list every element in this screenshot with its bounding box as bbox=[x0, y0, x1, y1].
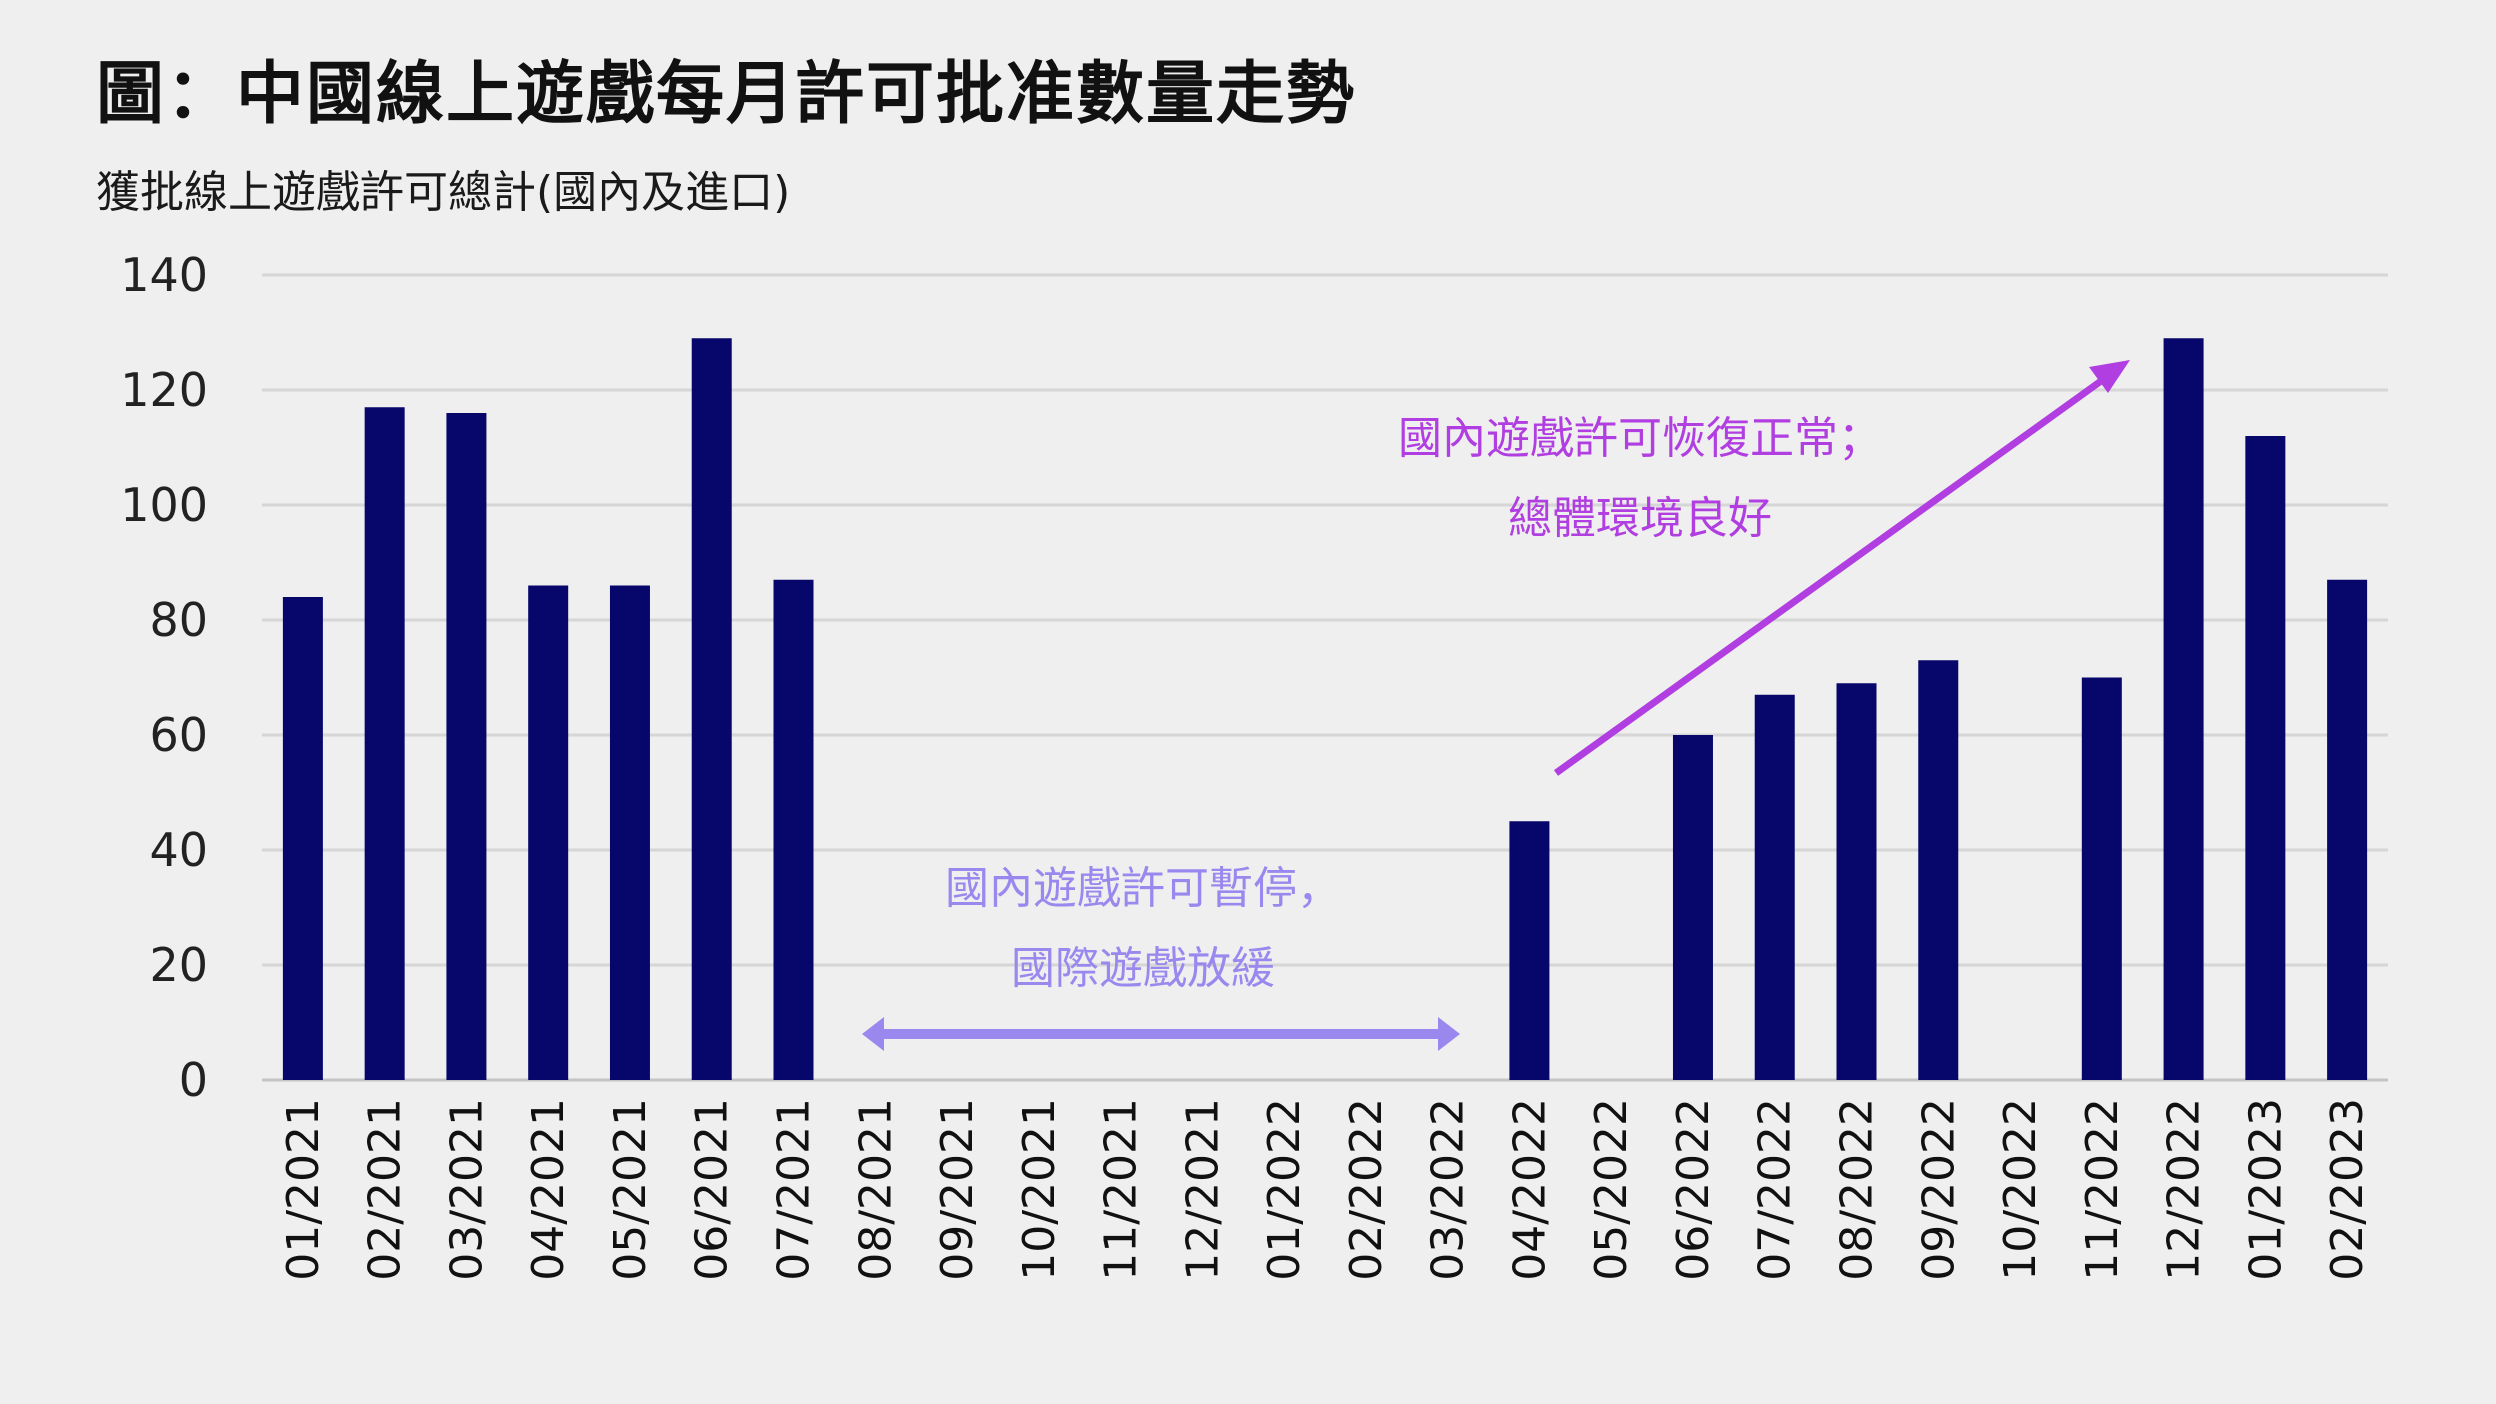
x-tick-label: 03/2022 bbox=[1423, 1098, 1474, 1281]
annotation-recovery-line-1: 國內遊戲許可恢復正常； bbox=[1398, 413, 1882, 464]
bar-04/2021 bbox=[528, 585, 569, 1080]
y-tick-label: 60 bbox=[149, 708, 208, 762]
bar-07/2021 bbox=[773, 579, 814, 1080]
x-tick-label: 05/2022 bbox=[1586, 1098, 1637, 1281]
bar-11/2022 bbox=[2081, 677, 2122, 1080]
x-tick-label: 11/2021 bbox=[1096, 1098, 1147, 1281]
x-tick-label: 09/2021 bbox=[932, 1098, 983, 1281]
annotation-suspension-line-2: 國際遊戲放緩 bbox=[1011, 943, 1275, 994]
x-tick-label: 06/2022 bbox=[1668, 1098, 1719, 1281]
x-tick-label: 06/2021 bbox=[687, 1098, 738, 1281]
x-tick-label: 04/2022 bbox=[1504, 1098, 1555, 1281]
annotation-recovery: 國內遊戲許可恢復正常； 總體環境良好 bbox=[1398, 360, 2130, 776]
grid-lines bbox=[262, 273, 2388, 1082]
y-tick-label: 40 bbox=[149, 823, 208, 877]
y-tick-label: 120 bbox=[120, 363, 208, 417]
chart-title: 圖：中國線上遊戲每月許可批准數量走勢 bbox=[96, 55, 1357, 134]
y-tick-label: 100 bbox=[120, 478, 208, 532]
x-tick-label: 04/2021 bbox=[523, 1098, 574, 1281]
bar-series bbox=[282, 338, 2368, 1080]
bar-09/2022 bbox=[1918, 660, 1959, 1080]
bar-03/2021 bbox=[446, 413, 487, 1080]
x-tick-label: 08/2022 bbox=[1832, 1098, 1883, 1281]
chart-subtitle: 獲批線上遊戲許可總計(國內及進口) bbox=[96, 167, 791, 218]
y-tick-label: 140 bbox=[120, 248, 208, 302]
bar-02/2021 bbox=[364, 407, 405, 1080]
double-arrow-icon bbox=[862, 1017, 1460, 1051]
y-axis-ticks: 0 20 40 60 80 100 120 140 bbox=[120, 248, 208, 1107]
x-tick-label: 03/2021 bbox=[441, 1098, 492, 1281]
bar-06/2021 bbox=[691, 338, 732, 1080]
annotation-suspension: 國內遊戲許可暫停， 國際遊戲放緩 bbox=[862, 863, 1460, 1051]
bar-04/2022 bbox=[1509, 821, 1550, 1080]
x-tick-label: 05/2021 bbox=[605, 1098, 656, 1281]
bar-07/2022 bbox=[1754, 694, 1795, 1080]
x-tick-label: 01/2021 bbox=[278, 1098, 329, 1281]
bar-08/2022 bbox=[1836, 683, 1877, 1080]
x-tick-label: 12/2021 bbox=[1177, 1098, 1228, 1281]
x-tick-label: 07/2022 bbox=[1750, 1098, 1801, 1281]
bar-05/2021 bbox=[609, 585, 650, 1080]
x-tick-label: 02/2021 bbox=[360, 1098, 411, 1281]
y-tick-label: 20 bbox=[149, 938, 208, 992]
annotation-suspension-line-1: 國內遊戲許可暫停， bbox=[945, 863, 1341, 914]
x-tick-label: 11/2022 bbox=[2077, 1098, 2128, 1281]
x-axis-ticks: 01/2021 02/2021 03/2021 04/2021 05/2021 06/20… bbox=[278, 1098, 2373, 1281]
bar-06/2022 bbox=[1672, 735, 1713, 1080]
x-tick-label: 02/2023 bbox=[2322, 1098, 2373, 1281]
x-tick-label: 01/2022 bbox=[1259, 1098, 1310, 1281]
x-tick-label: 07/2021 bbox=[769, 1098, 820, 1281]
bar-01/2021 bbox=[282, 597, 323, 1080]
x-tick-label: 02/2022 bbox=[1341, 1098, 1392, 1281]
bar-01/2023 bbox=[2245, 436, 2286, 1080]
x-tick-label: 08/2021 bbox=[850, 1098, 901, 1281]
y-tick-label: 0 bbox=[179, 1053, 208, 1107]
x-tick-label: 09/2022 bbox=[1913, 1098, 1964, 1281]
bar-02/2023 bbox=[2327, 579, 2368, 1080]
x-tick-label: 12/2022 bbox=[2159, 1098, 2210, 1281]
bar-12/2022 bbox=[2163, 338, 2204, 1080]
up-arrow-icon bbox=[1553, 360, 2130, 776]
x-tick-label: 10/2022 bbox=[1995, 1098, 2046, 1281]
x-tick-label: 10/2021 bbox=[1014, 1098, 1065, 1281]
annotation-recovery-line-2: 總體環境良好 bbox=[1508, 493, 1772, 544]
x-tick-label: 01/2023 bbox=[2240, 1098, 2291, 1281]
y-tick-label: 80 bbox=[149, 593, 208, 647]
